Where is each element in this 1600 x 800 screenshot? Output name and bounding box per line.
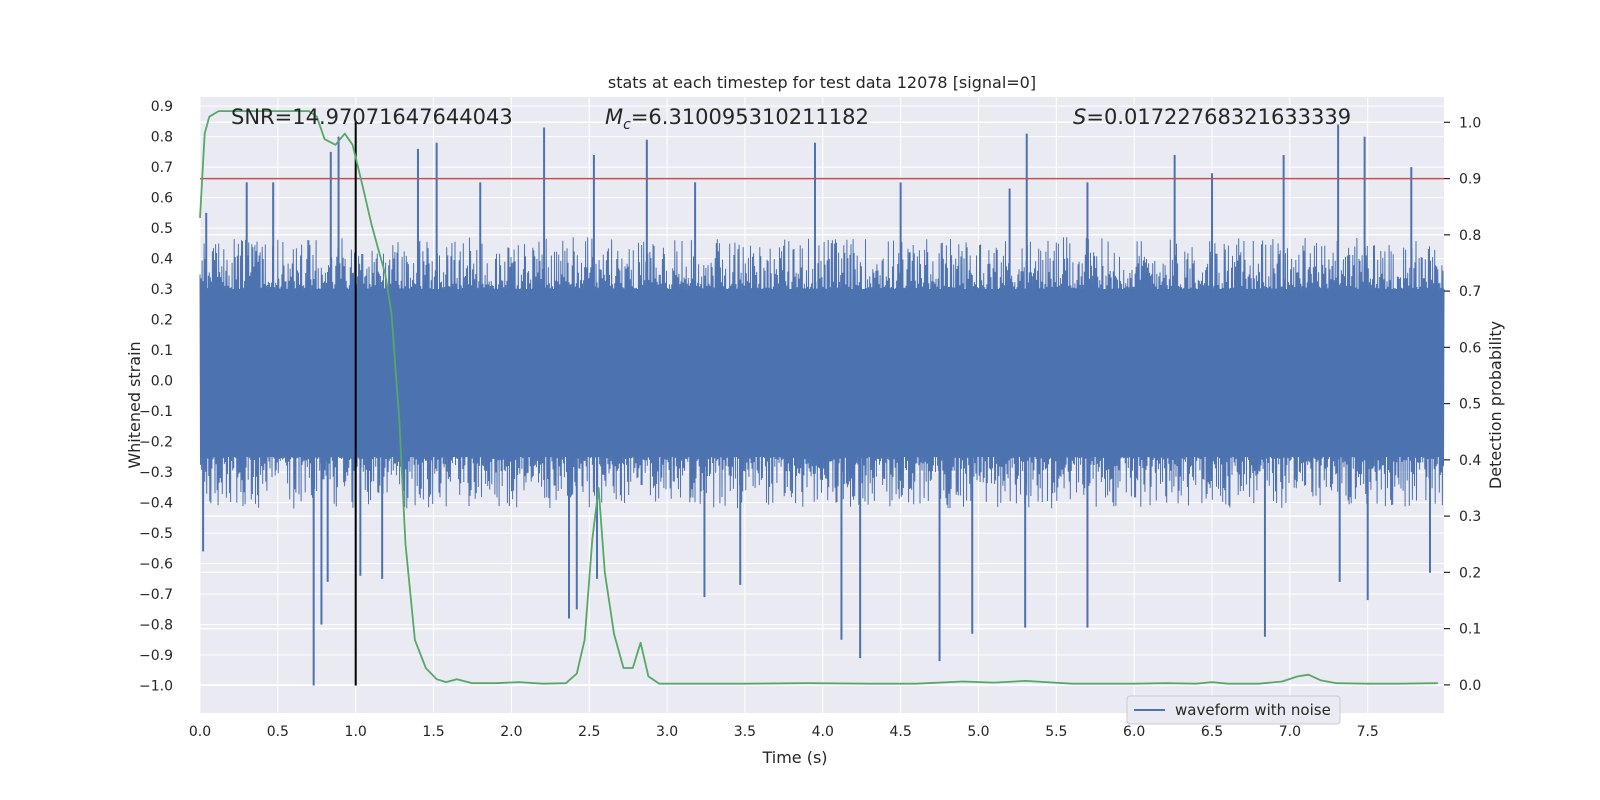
left-tick-label-14: −0.5 [139, 526, 173, 542]
right-tick-label-9: 0.1 [1459, 622, 1481, 638]
left-tick-label-15: −0.6 [139, 557, 173, 573]
left-tick-label-11: −0.2 [139, 435, 173, 451]
x-axis-label: Time (s) [761, 748, 827, 767]
x-tick-label-2: 1.0 [345, 724, 367, 740]
chirp-mass-subscript: c [623, 117, 631, 133]
x-tick-label-14: 7.0 [1279, 724, 1301, 740]
overlay-lines [200, 121, 1444, 686]
left-tick-label-8: 0.1 [151, 343, 173, 359]
detection-probability-line [199, 110, 1438, 685]
right-tick-label-10: 0.0 [1459, 678, 1481, 694]
legend: waveform with noise [1126, 695, 1341, 725]
left-tick-label-2: 0.7 [151, 160, 173, 176]
left-tick-label-16: −0.7 [139, 587, 173, 603]
x-tick-label-5: 2.5 [578, 724, 600, 740]
left-tick-label-19: −1.0 [139, 679, 173, 695]
left-tick-label-1: 0.8 [151, 130, 173, 146]
s-value: =0.01722768321633339 [1086, 105, 1351, 129]
x-tick-label-11: 5.5 [1045, 724, 1067, 740]
x-tick-label-10: 5.0 [967, 724, 989, 740]
x-tick-label-3: 1.5 [422, 724, 444, 740]
s-annotation: S=0.01722768321633339 [1073, 105, 1351, 129]
waveform-core-band [200, 289, 1444, 457]
right-tick-label-5: 0.5 [1459, 397, 1481, 413]
snr-annotation: SNR=14.97071647644043 [231, 105, 513, 129]
x-tick-label-15: 7.5 [1357, 724, 1379, 740]
left-tick-label-17: −0.8 [139, 618, 173, 634]
x-tick-label-13: 6.5 [1201, 724, 1223, 740]
probability-series [199, 110, 1438, 685]
x-tick-label-8: 4.0 [812, 724, 834, 740]
chart-title: stats at each timestep for test data 120… [608, 73, 1036, 92]
waveform-series [199, 124, 1445, 686]
waveform-line [199, 237, 1445, 509]
left-tick-label-7: 0.2 [151, 313, 173, 329]
right-tick-label-3: 0.7 [1459, 284, 1481, 300]
x-axis-ticks: 0.0 0.5 1.0 1.5 2.0 2.5 3.0 3.5 4.0 4.5 5.0 5.5 6.0 6… [189, 724, 1379, 740]
left-tick-label-9: 0.0 [151, 374, 173, 390]
left-tick-label-4: 0.5 [151, 221, 173, 237]
legend-label-waveform: waveform with noise [1175, 701, 1331, 719]
x-tick-label-7: 3.5 [734, 724, 756, 740]
chirp-mass-annotation: Mc=6.310095310211182 [605, 105, 869, 133]
right-tick-label-2: 0.8 [1459, 228, 1481, 244]
right-tick-label-7: 0.3 [1459, 509, 1481, 525]
left-axis-ticks: 0.9 0.8 0.7 0.6 0.5 0.4 0.3 0.2 0.1 0.0 −0.1 −0.2 −0… [139, 99, 173, 694]
legend-box [1126, 695, 1341, 725]
chirp-mass-symbol: M [605, 105, 623, 129]
left-tick-label-5: 0.4 [151, 252, 173, 268]
left-tick-label-13: −0.4 [139, 496, 173, 512]
right-axis-label: Detection probability [1486, 321, 1505, 489]
left-tick-label-18: −0.9 [139, 648, 173, 664]
right-tick-label-8: 0.2 [1459, 565, 1481, 581]
left-tick-label-12: −0.3 [139, 465, 173, 481]
right-tick-label-1: 0.9 [1459, 172, 1481, 188]
right-tick-label-6: 0.4 [1459, 453, 1481, 469]
left-tick-label-10: −0.1 [139, 404, 173, 420]
left-tick-label-3: 0.6 [151, 191, 173, 207]
right-tick-label-4: 0.6 [1459, 340, 1481, 356]
x-tick-label-12: 6.0 [1123, 724, 1145, 740]
chirp-mass-value: =6.310095310211182 [631, 105, 869, 129]
x-tick-label-4: 2.0 [500, 724, 522, 740]
left-axis-label: Whitened strain [125, 341, 144, 468]
x-tick-label-9: 4.5 [889, 724, 911, 740]
x-tick-label-6: 3.0 [656, 724, 678, 740]
right-axis-ticks: 1.0 0.9 0.8 0.7 0.6 0.5 0.4 0.3 0.2 0.1 0.0 [1444, 115, 1481, 694]
left-tick-label-6: 0.3 [151, 282, 173, 298]
right-tick-label-0: 1.0 [1459, 115, 1481, 131]
left-tick-label-0: 0.9 [151, 99, 173, 115]
x-tick-label-0: 0.0 [189, 724, 211, 740]
s-symbol: S [1073, 105, 1086, 129]
x-tick-label-1: 0.5 [267, 724, 289, 740]
